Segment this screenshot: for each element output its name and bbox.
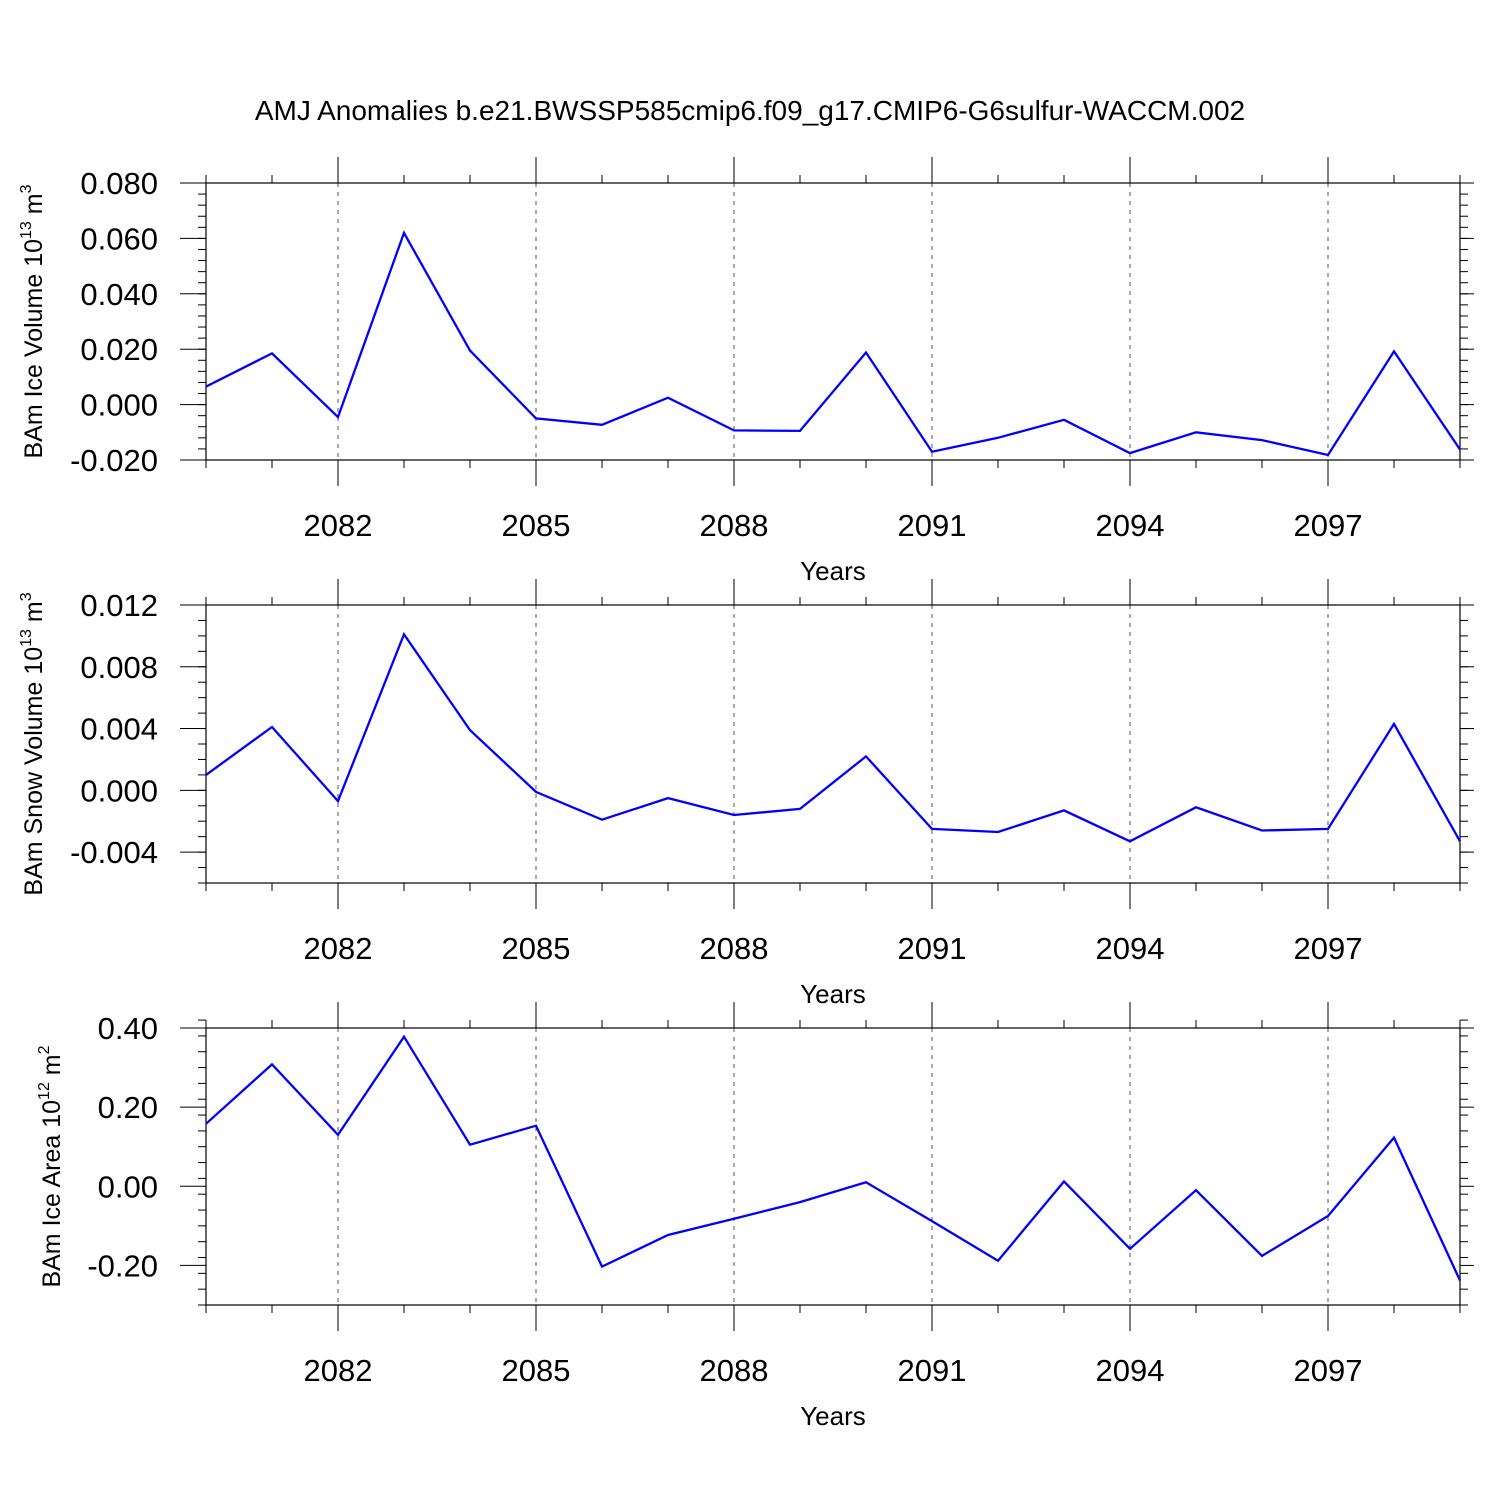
y-tick-label: 0.080: [80, 166, 158, 201]
y-tick-label: 0.060: [80, 221, 158, 256]
panel-3: -0.20 0.00 0.20 0.40 2082 2085 2088 2091 2094 209…: [36, 1002, 1474, 1431]
plot-frame: [205, 604, 1461, 884]
y-tick-label: 0.004: [80, 712, 158, 747]
panel-2: -0.004 0.000 0.004 0.008 0.012 2082 2085 2088 20…: [18, 579, 1474, 1009]
y-axis-label-superscript: 3: [18, 592, 35, 601]
y-tick-label: -0.20: [87, 1248, 158, 1283]
y-tick-label: 0.000: [80, 773, 158, 808]
y-axis-label: BAm Ice Area 1012 m2: [36, 1045, 66, 1287]
x-tick-label: 2091: [898, 508, 967, 543]
x-tick-label: 2094: [1096, 931, 1165, 966]
y-axis-label-superscript: 3: [18, 184, 35, 193]
y-axis-label-part: BAm Snow Volume 10: [20, 647, 48, 896]
y-tick-label: -0.004: [70, 835, 158, 870]
x-tick-label: 2088: [700, 1353, 769, 1388]
x-tick-label: 2097: [1294, 508, 1363, 543]
y-axis-label-part: BAm Ice Area 10: [38, 1100, 66, 1288]
plot-frame: [205, 1027, 1461, 1306]
x-tick-label: 2082: [304, 508, 373, 543]
series-line: [205, 1034, 1462, 1281]
y-tick-label: 0.008: [80, 650, 158, 685]
y-tick-label: 0.20: [98, 1090, 158, 1125]
x-tick-label: 2082: [304, 931, 373, 966]
y-axis-label: BAm Snow Volume 1013 m3: [18, 592, 48, 895]
x-tick-label: 2091: [898, 1353, 967, 1388]
y-axis-label-superscript: 13: [18, 221, 35, 239]
x-tick-label: 2088: [700, 931, 769, 966]
y-axis-label-part: m: [38, 1054, 66, 1082]
y-tick-label: 0.40: [98, 1011, 158, 1046]
series-line: [205, 631, 1462, 843]
x-axis-label: Years: [800, 1401, 866, 1431]
chart-panels: -0.020 0.000 0.020 0.040 0.060 0.080 2082 2085 2…: [18, 157, 1474, 1431]
x-tick-label: 2085: [502, 1353, 571, 1388]
y-axis-label-part: m: [20, 601, 48, 629]
y-tick-label: 0.000: [80, 388, 158, 423]
x-tick-label: 2097: [1294, 931, 1363, 966]
y-axis-label-superscript: 12: [36, 1082, 53, 1100]
chart-title: AMJ Anomalies b.e21.BWSSP585cmip6.f09_g1…: [255, 95, 1245, 126]
y-tick-label: 0.020: [80, 332, 158, 367]
x-axis-label: Years: [800, 979, 866, 1009]
y-axis-label-part: BAm Ice Volume 10: [20, 239, 48, 459]
x-tick-label: 2091: [898, 931, 967, 966]
y-axis-label-superscript: 13: [18, 629, 35, 647]
plot-frame: [205, 182, 1461, 461]
y-tick-label: 0.00: [98, 1169, 158, 1204]
x-tick-label: 2094: [1096, 508, 1165, 543]
x-tick-label: 2094: [1096, 1353, 1165, 1388]
x-tick-label: 2082: [304, 1353, 373, 1388]
y-axis-label-superscript: 2: [36, 1045, 53, 1054]
x-tick-label: 2097: [1294, 1353, 1363, 1388]
x-axis-label: Years: [800, 556, 866, 586]
x-tick-label: 2085: [502, 931, 571, 966]
y-tick-label: 0.040: [80, 277, 158, 312]
y-tick-label: 0.012: [80, 588, 158, 623]
series-line: [205, 230, 1461, 457]
panel-1: -0.020 0.000 0.020 0.040 0.060 0.080 2082 2085 2…: [18, 157, 1474, 586]
y-tick-label: -0.020: [70, 443, 158, 478]
x-tick-label: 2088: [700, 508, 769, 543]
y-axis-label: BAm Ice Volume 1013 m3: [18, 184, 48, 458]
y-axis-label-part: m: [20, 193, 48, 221]
x-tick-label: 2085: [502, 508, 571, 543]
